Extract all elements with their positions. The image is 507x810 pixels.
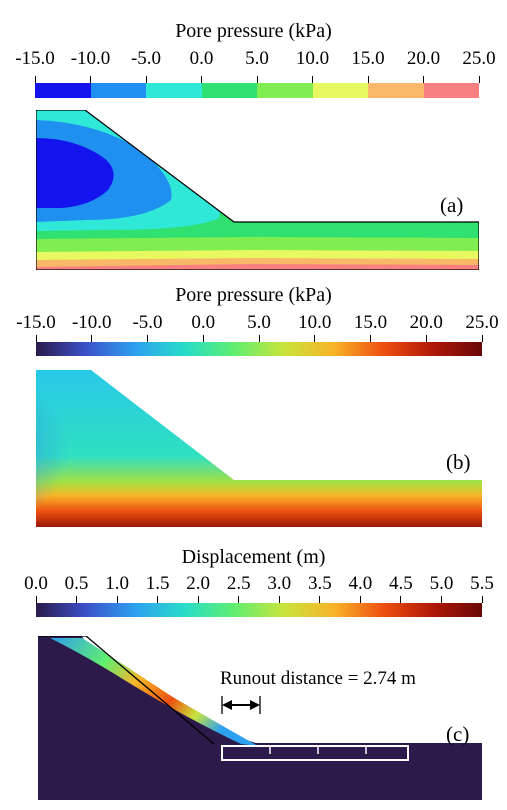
tick-label: 20.0 (406, 48, 441, 69)
colorbar-b-title: Pore pressure (kPa) (175, 284, 332, 306)
panel-c-label: (c) (446, 722, 470, 746)
colorbar-c-title: Displacement (m) (181, 546, 326, 568)
tick-mark (423, 76, 424, 83)
sliding-mass-c (50, 638, 258, 746)
tick-label: -5.0 (132, 312, 163, 333)
colorbar-a-title: Pore pressure (kPa) (175, 20, 332, 42)
tick-label: -10.0 (70, 48, 111, 69)
tick-label: 0.0 (24, 573, 48, 594)
colorbar-band (35, 83, 91, 98)
tick-label: 2.5 (226, 573, 251, 594)
tick-mark (319, 596, 321, 603)
tick-label: 4.5 (389, 573, 413, 594)
tick-label: 10.0 (298, 312, 332, 333)
tick-label: -5.0 (130, 48, 162, 69)
panel-a-contour-plot: (a) (36, 110, 479, 270)
tick-label: 3.5 (307, 573, 332, 594)
panel-b-label: (b) (446, 450, 471, 474)
initial-slope-outline-c (38, 636, 215, 745)
tick-label: -15.0 (16, 312, 56, 333)
tick-label: 3.0 (267, 573, 292, 594)
tick-mark (440, 596, 442, 603)
tick-mark (312, 76, 313, 83)
tick-mark (481, 335, 483, 342)
tick-mark (116, 596, 118, 603)
colorbar-a-discrete (35, 83, 479, 98)
panel-a-label: (a) (440, 193, 464, 217)
tick-mark (157, 596, 159, 603)
panel-b-particle-plot: (b) (36, 370, 482, 527)
tick-label: -10.0 (71, 312, 112, 333)
colorbar-c-tick-labels: 0.0 0.5 1.0 1.5 2.0 2.5 3.0 3.5 4.0 4.5 5.0 5.5 (0, 573, 507, 597)
colorbar-band (312, 83, 368, 98)
tick-label: 5.0 (247, 312, 271, 333)
tick-label: 5.5 (470, 573, 494, 594)
tick-mark (197, 596, 199, 603)
colorbar-a-tick-labels: -15.0 -10.0 -5.0 0.0 5.0 10.0 15.0 20.0 25.0 (0, 48, 507, 72)
colorbar-band (257, 83, 313, 98)
tick-label: 25.0 (462, 48, 496, 69)
contour-band-neg10 (36, 138, 114, 208)
tick-label: 2.0 (186, 573, 211, 594)
tick-label: 0.0 (191, 312, 216, 333)
colorbar-band (90, 83, 146, 98)
runout-distance-annotation: Runout distance = 2.74 m (220, 668, 416, 689)
colorbar-c-continuous (36, 603, 482, 617)
tick-mark (91, 335, 93, 342)
tick-mark (370, 335, 371, 342)
tick-label: 1.5 (145, 573, 170, 594)
colorbar-band (201, 83, 257, 98)
tick-label: 15.0 (353, 312, 388, 333)
tick-mark (35, 596, 37, 603)
runout-box-c (221, 745, 409, 761)
tick-mark (256, 76, 258, 83)
tick-label: 5.0 (429, 573, 454, 594)
tick-mark (481, 596, 483, 603)
tick-mark (145, 76, 147, 83)
tick-mark (258, 335, 260, 342)
tick-mark (90, 76, 91, 83)
tick-mark (359, 596, 361, 603)
tick-mark (202, 335, 204, 342)
tick-mark (35, 335, 37, 342)
tick-mark (201, 76, 202, 83)
tick-label: 25.0 (465, 312, 499, 333)
tick-mark (425, 335, 427, 342)
tick-label: 5.0 (245, 48, 269, 69)
colorbar-b-tick-labels: -15.0 -10.0 -5.0 0.0 5.0 10.0 15.0 20.0 25.0 (0, 312, 507, 336)
tick-label: -15.0 (15, 48, 55, 69)
colorbar-band (368, 83, 424, 98)
tick-mark (400, 596, 402, 603)
tick-label: 1.0 (105, 573, 129, 594)
tick-label: 15.0 (351, 48, 385, 69)
tick-label: 10.0 (295, 48, 330, 69)
tick-label: 0.0 (189, 48, 214, 69)
colorbar-band (423, 83, 479, 98)
tick-mark (34, 76, 36, 83)
tick-label: 0.5 (64, 573, 89, 594)
negative-pressure-core-b (36, 370, 286, 527)
tick-mark (278, 596, 280, 603)
tick-label: 4.0 (348, 573, 373, 594)
tick-mark (238, 596, 240, 603)
tick-mark (147, 335, 148, 342)
panel-c-displacement-plot: Runout distance = 2.74 m (c) (36, 636, 482, 800)
tick-mark (314, 335, 316, 342)
tick-mark (367, 76, 369, 83)
tick-label: 20.0 (409, 312, 443, 333)
tick-mark (478, 76, 480, 83)
colorbar-b-continuous (36, 342, 482, 356)
tick-mark (76, 596, 78, 603)
colorbar-band (146, 83, 202, 98)
